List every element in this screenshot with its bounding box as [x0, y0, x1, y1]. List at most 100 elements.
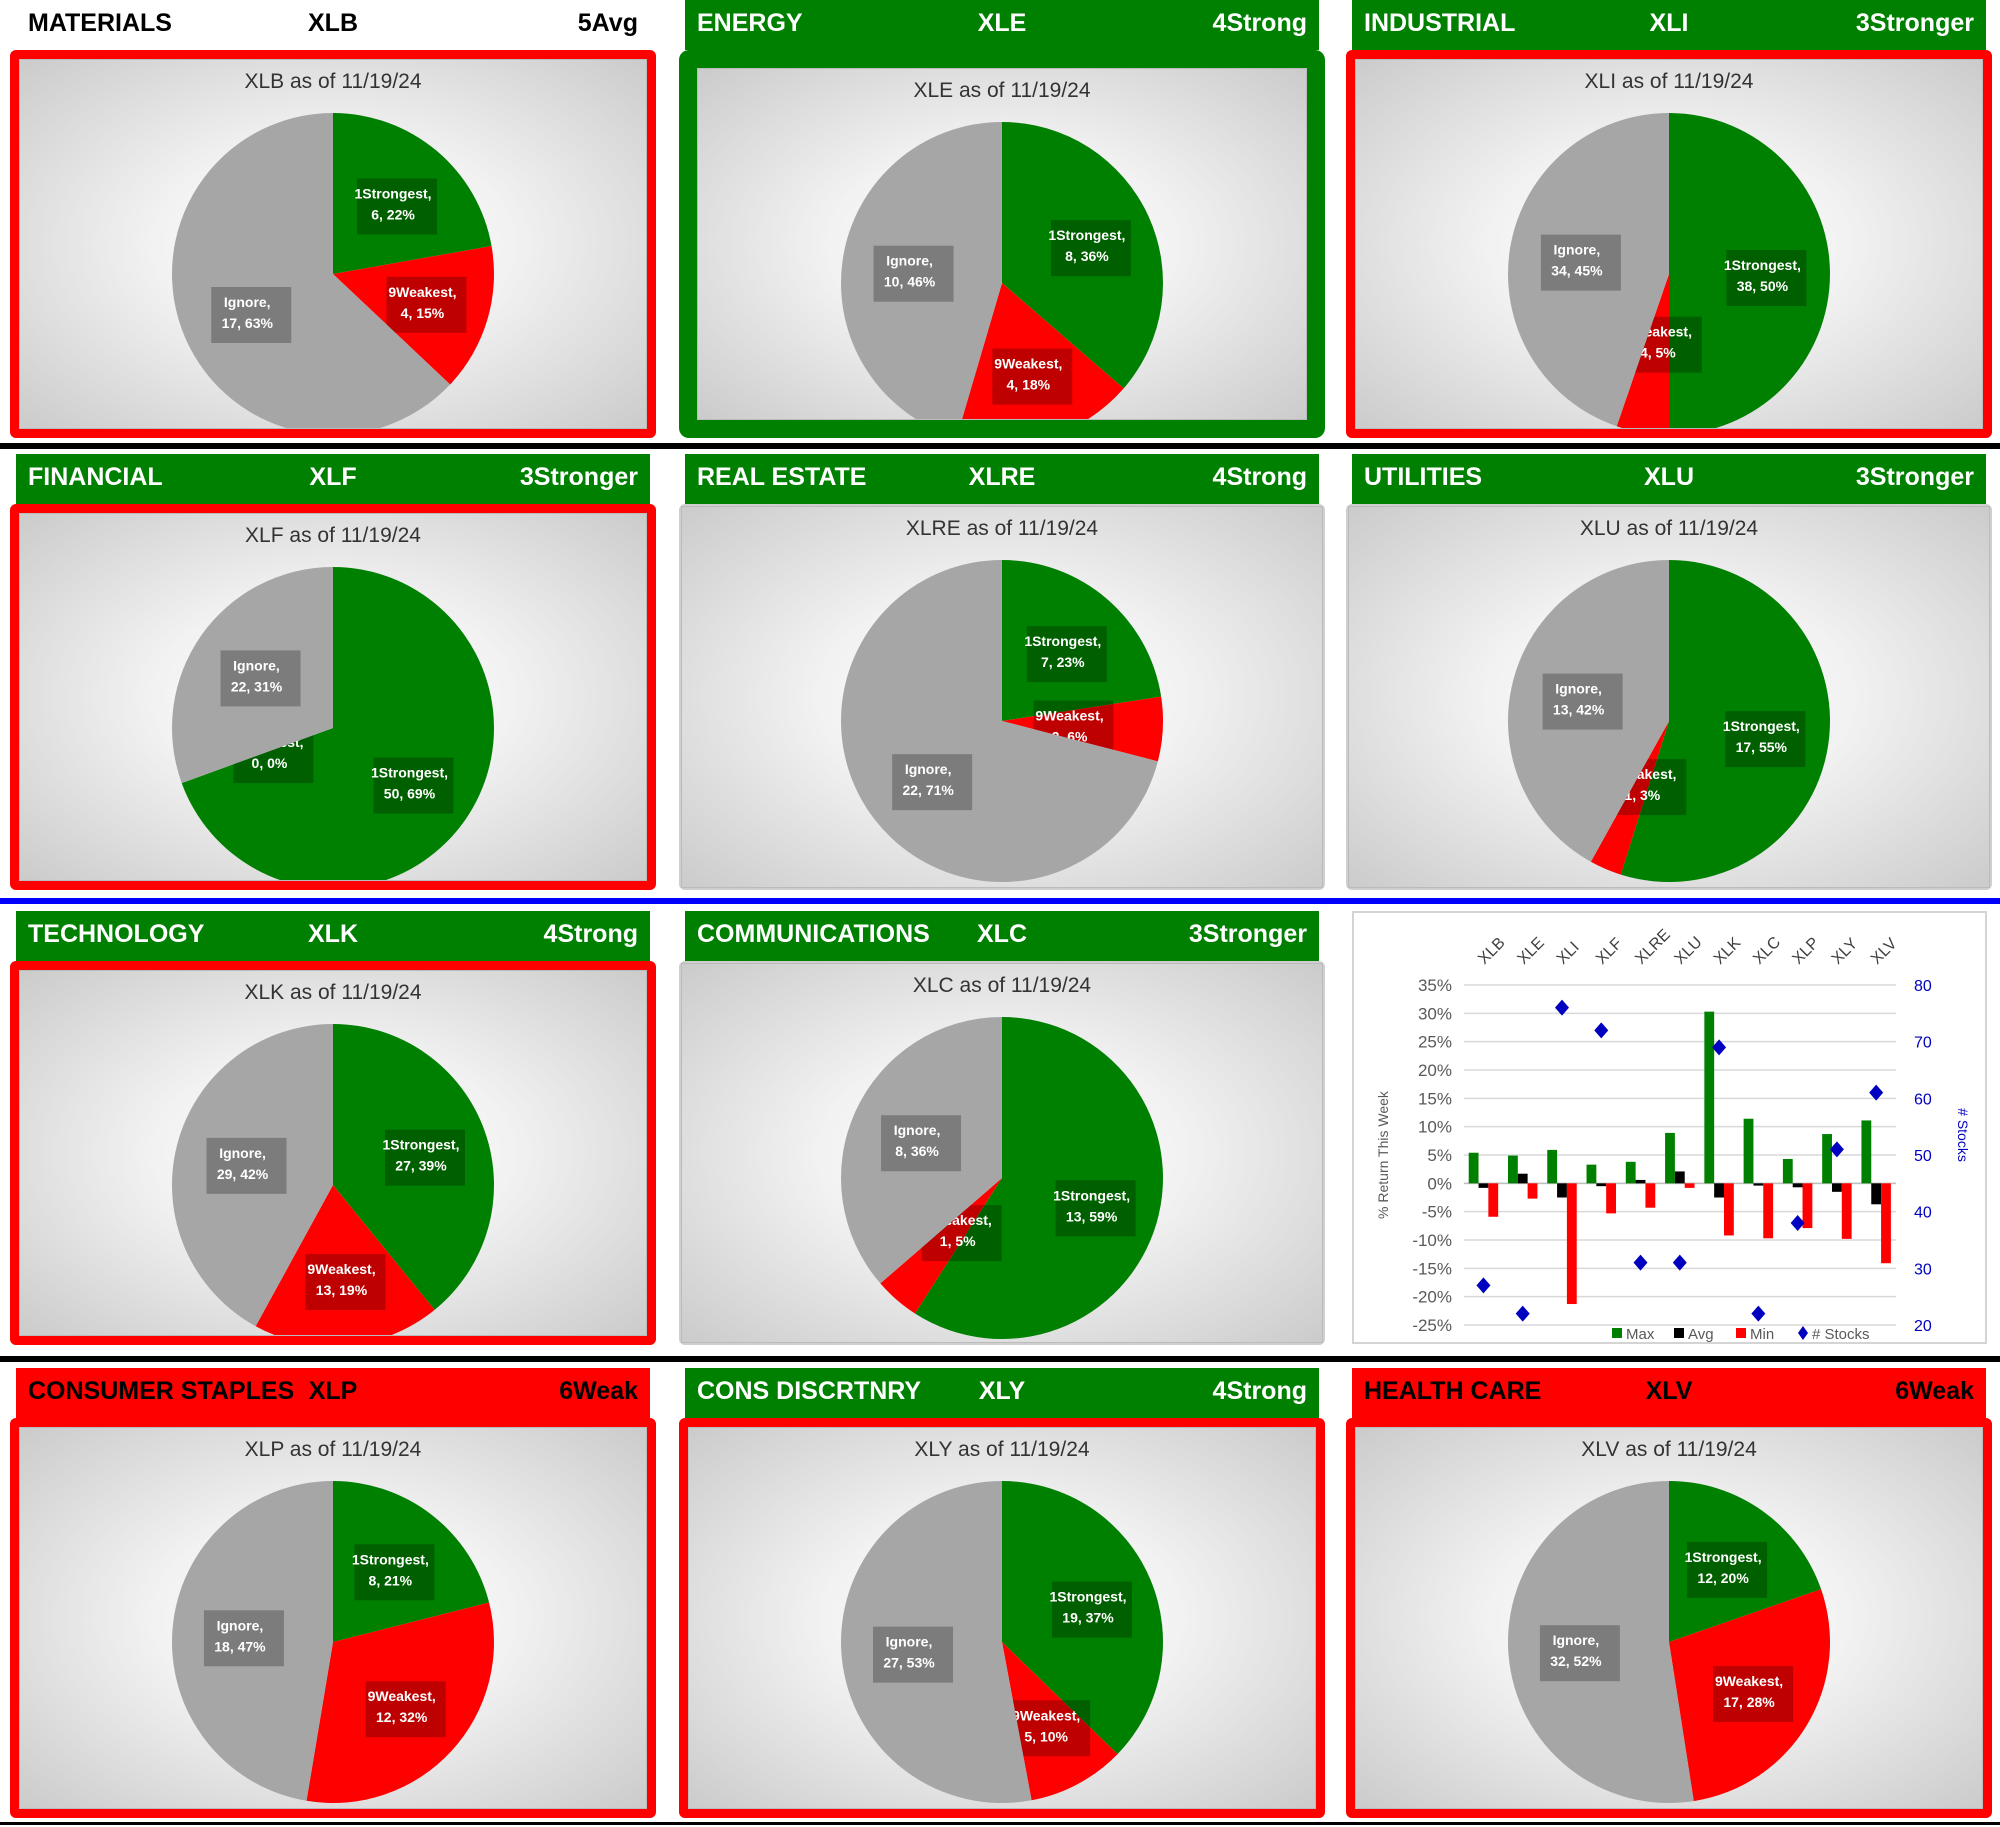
sector-card-xli: INDUSTRIAL XLI 3Stronger XLI as of 11/19… — [1346, 0, 1992, 438]
slice-ignore — [172, 113, 451, 428]
legend-item: Max — [1612, 1326, 1655, 1343]
sector-card-xlre: REAL ESTATE XLRE 4Strong XLRE as of 11/1… — [679, 454, 1325, 890]
sector-name: REAL ESTATE — [697, 463, 867, 491]
slice-value: 5, 10% — [1024, 1728, 1068, 1744]
pie-chart: 1Strongest, 27, 39% 9Weakest, 13, 19% Ignore… — [171, 1024, 495, 1335]
sector-ticker: XLV — [1645, 1377, 1693, 1405]
sector-rank: 6Weak — [559, 1377, 638, 1405]
sector-header: HEALTH CARE XLV 6Weak — [1352, 1368, 1986, 1418]
y2-tick-label: 60 — [1914, 1091, 1932, 1108]
slice-value: 13, 19% — [316, 1282, 368, 1298]
sector-rank: 4Strong — [543, 920, 638, 948]
sector-ticker: XLE — [977, 9, 1027, 37]
row-divider — [0, 1356, 2000, 1362]
bar-min — [1566, 1183, 1577, 1305]
sector-header: CONS DISCRTNRY XLY 4Strong — [685, 1368, 1319, 1418]
pie-chart-area: XLE as of 11/19/24 1Strongest, 8, 36% 9Wea… — [697, 68, 1307, 420]
category-label: XLI — [1554, 939, 1583, 968]
sector-ticker: XLY — [978, 1377, 1026, 1405]
bar-min — [1606, 1183, 1616, 1214]
stocks-point — [1829, 1141, 1844, 1158]
category-label: XLY — [1829, 935, 1862, 968]
slice-weakest — [880, 1178, 1002, 1314]
sector-header: FINANCIAL XLF 3Stronger — [16, 454, 650, 504]
slice-ignore — [172, 1481, 333, 1801]
pie-chart: 1Strongest, 12, 20% 9Weakest, 17, 28% Ignore… — [1508, 1481, 1830, 1803]
data-label: 1Strongest, 12, 20% — [1685, 1541, 1768, 1598]
sector-header: ENERGY XLE 4Strong — [685, 0, 1319, 50]
data-label: 9Weakest, 4, 18% — [992, 348, 1073, 405]
slice-value: 32, 52% — [1550, 1653, 1602, 1669]
bar-avg — [1792, 1183, 1803, 1188]
sector-name: INDUSTRIAL — [1364, 9, 1516, 37]
slice-label: 1Strongest, — [1053, 1187, 1130, 1203]
y-tick-label: 10% — [1418, 1118, 1452, 1137]
slice-ignore — [171, 1024, 333, 1327]
chart-title: XLC as of 11/19/24 — [912, 974, 1092, 997]
slice-label: 9Weakest, — [1715, 1673, 1783, 1689]
sector-card-xlc: COMMUNICATIONS XLC 3Stronger XLC as of 1… — [679, 911, 1325, 1345]
bar-max — [1822, 1134, 1832, 1184]
stocks-point — [1554, 999, 1569, 1016]
row-divider — [0, 443, 2000, 449]
y-tick-label: 15% — [1418, 1089, 1452, 1108]
data-label: 9Weakest, 17, 28% — [1713, 1666, 1794, 1723]
stocks-point — [1476, 1277, 1491, 1294]
y-tick-label: 35% — [1418, 976, 1452, 995]
chart-title: XLF as of 11/19/24 — [245, 524, 421, 547]
sector-name: TECHNOLOGY — [28, 920, 205, 948]
slice-value: 27, 53% — [883, 1655, 935, 1671]
slice-value: 17, 55% — [1736, 739, 1788, 755]
sector-ticker: XLF — [309, 463, 357, 491]
bar-max — [1704, 1011, 1715, 1184]
slice-label: 9Weakest, — [388, 284, 456, 300]
chart-panel: XLU as of 11/19/24 1Strongest, 17, 55% 9We… — [1346, 504, 1992, 890]
slice-weakest — [1002, 1642, 1118, 1801]
y2-tick-label: 80 — [1914, 978, 1932, 995]
data-label: 1Strongest, 17, 55% — [1723, 711, 1806, 768]
legend-item: Avg — [1674, 1326, 1714, 1343]
data-label: 1Strongest, 13, 59% — [1053, 1180, 1136, 1237]
sector-rank: 4Strong — [1212, 463, 1307, 491]
sector-name: COMMUNICATIONS — [697, 920, 930, 948]
data-label: 1Strongest, 7, 23% — [1024, 626, 1107, 683]
data-label: Ignore, 8, 36% — [881, 1115, 962, 1172]
chart-title: XLI as of 11/19/24 — [1584, 70, 1754, 93]
slice-strongest — [181, 567, 494, 880]
slice-value: 22, 31% — [231, 678, 283, 694]
sector-rank: 4Strong — [1212, 1377, 1307, 1405]
sector-name: MATERIALS — [28, 9, 172, 37]
sector-ticker: XLRE — [968, 463, 1036, 491]
data-label: 1Strongest, 19, 37% — [1049, 1581, 1132, 1638]
sector-ticker: XLC — [977, 920, 1027, 948]
data-label: 9Weakest, 5, 10% — [1010, 1700, 1091, 1757]
stocks-point — [1712, 1039, 1727, 1056]
bar-max — [1743, 1118, 1754, 1184]
stocks-point — [1790, 1215, 1805, 1231]
chart-title: XLU as of 11/19/24 — [1579, 517, 1759, 540]
slice-value: 10, 46% — [884, 274, 936, 290]
bar-avg — [1517, 1173, 1528, 1184]
slice-ignore — [841, 122, 1002, 419]
bar-min — [1841, 1183, 1852, 1239]
slice-weakest — [306, 1602, 494, 1803]
row-divider-blue — [0, 898, 2000, 904]
slice-label: 9Weakest, — [1012, 1707, 1080, 1723]
chart-panel: XLC as of 11/19/24 1Strongest, 13, 59% 9We… — [679, 961, 1325, 1345]
bar-min — [1802, 1183, 1813, 1229]
slice-label: Ignore, — [233, 657, 280, 673]
stocks-point — [1869, 1084, 1884, 1101]
slice-label: 1Strongest, — [382, 1137, 459, 1153]
slice-value: 0, 0% — [252, 755, 288, 771]
bar-max — [1625, 1161, 1636, 1184]
slice-label: Ignore, — [886, 1634, 933, 1650]
slice-ignore — [172, 567, 333, 784]
slice-label: Ignore, — [217, 1617, 264, 1633]
stocks-point — [1594, 1022, 1609, 1039]
pie-chart-area: XLB as of 11/19/24 1Strongest, 6, 22% 9Wea… — [19, 59, 647, 429]
chart-title: XLE as of 11/19/24 — [913, 79, 1091, 102]
slice-value: 8, 21% — [369, 1572, 413, 1588]
chart-panel: XLV as of 11/19/24 1Strongest, 12, 20% 9We… — [1346, 1418, 1992, 1818]
sector-card-xlu: UTILITIES XLU 3Stronger XLU as of 11/19/… — [1346, 454, 1992, 890]
slice-weakest — [1590, 721, 1669, 875]
